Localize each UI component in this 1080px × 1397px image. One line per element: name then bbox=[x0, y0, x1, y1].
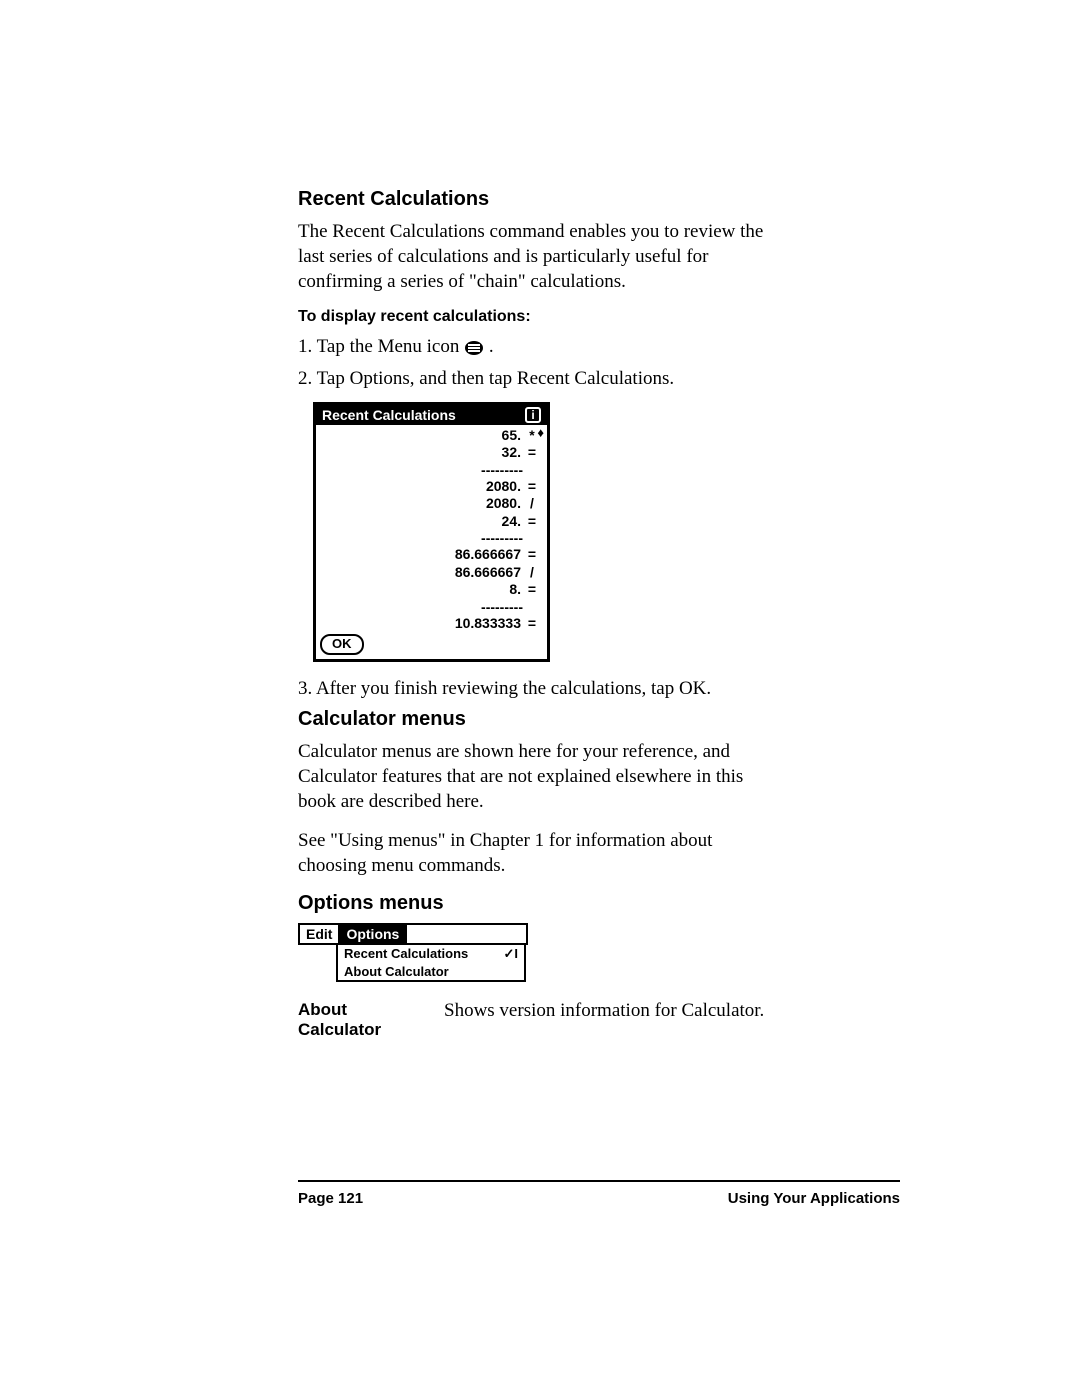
instruction-list: 3. After you finish reviewing the calcul… bbox=[298, 676, 784, 702]
definition-row: About Calculator Shows version informati… bbox=[298, 1000, 784, 1040]
page-footer: Page 121 Using Your Applications bbox=[298, 1180, 900, 1207]
chapter-title: Using Your Applications bbox=[728, 1190, 900, 1207]
calc-value: 86.666667 bbox=[411, 564, 521, 582]
definition-desc: Shows version information for Calculator… bbox=[444, 1000, 784, 1040]
calc-operator: = bbox=[521, 478, 543, 496]
calc-row: 2080./ bbox=[320, 495, 543, 513]
heading-recent-calculations: Recent Calculations bbox=[298, 188, 784, 211]
menu-options[interactable]: Options bbox=[338, 925, 407, 943]
menu-dropdown: Recent Calculations ✓I About Calculator bbox=[336, 943, 526, 982]
dialog-body: ♦ 65.*32.=---------2080.=2080./24.=-----… bbox=[316, 425, 547, 659]
calc-row: 32.= bbox=[320, 444, 543, 462]
list-item-text: . bbox=[489, 336, 494, 357]
subheading: To display recent calculations: bbox=[298, 308, 784, 326]
menu-icon bbox=[465, 341, 483, 355]
menu-item[interactable]: Recent Calculations ✓I bbox=[338, 945, 524, 963]
instruction-list: 1. Tap the Menu icon . 2. Tap Options, a… bbox=[298, 334, 784, 391]
ok-button[interactable]: OK bbox=[320, 634, 364, 655]
calc-operator: = bbox=[521, 444, 543, 462]
calc-row: 86.666667= bbox=[320, 546, 543, 564]
list-item: 3. After you finish reviewing the calcul… bbox=[298, 676, 784, 702]
calc-value: 32. bbox=[411, 444, 521, 462]
paragraph: Calculator menus are shown here for your… bbox=[298, 739, 784, 814]
calc-operator: = bbox=[521, 615, 543, 633]
divider-line: --------- bbox=[320, 530, 543, 546]
info-icon[interactable]: i bbox=[525, 407, 541, 423]
calc-value: 65. bbox=[411, 427, 521, 445]
calc-operator: / bbox=[521, 495, 543, 513]
list-item: 2. Tap Options, and then tap Recent Calc… bbox=[298, 366, 784, 392]
menu-item[interactable]: About Calculator bbox=[338, 963, 524, 980]
calc-operator: = bbox=[521, 581, 543, 599]
calc-operator: = bbox=[521, 513, 543, 531]
paragraph: The Recent Calculations command enables … bbox=[298, 219, 784, 294]
divider-line: --------- bbox=[320, 462, 543, 478]
calc-value: 86.666667 bbox=[411, 546, 521, 564]
menu-item-label: Recent Calculations bbox=[344, 946, 468, 962]
calc-operator: = bbox=[521, 546, 543, 564]
list-item-text: 1. Tap the Menu icon bbox=[298, 336, 464, 357]
page-content: Recent Calculations The Recent Calculati… bbox=[0, 0, 1080, 1040]
heading-calculator-menus: Calculator menus bbox=[298, 708, 784, 731]
calc-value: 24. bbox=[411, 513, 521, 531]
scroll-marker-icon[interactable]: ♦ bbox=[537, 425, 544, 440]
calc-row: 65.* bbox=[320, 427, 543, 445]
paragraph: See "Using menus" in Chapter 1 for infor… bbox=[298, 828, 784, 878]
menu-bar: Edit Options bbox=[298, 923, 528, 945]
list-item: 1. Tap the Menu icon . bbox=[298, 334, 784, 360]
calc-operator: / bbox=[521, 564, 543, 582]
menu-edit[interactable]: Edit bbox=[300, 925, 338, 943]
calc-row: 8.= bbox=[320, 581, 543, 599]
recent-calc-dialog: Recent Calculations i ♦ 65.*32.=--------… bbox=[313, 402, 550, 662]
dialog-titlebar: Recent Calculations i bbox=[316, 405, 547, 425]
menu-item-shortcut: ✓I bbox=[503, 946, 518, 962]
calc-value: 2080. bbox=[411, 478, 521, 496]
menu-item-label: About Calculator bbox=[344, 964, 449, 979]
calc-value: 10.833333 bbox=[411, 615, 521, 633]
options-menu-screenshot: Edit Options Recent Calculations ✓I About … bbox=[298, 923, 528, 982]
calc-row: 24.= bbox=[320, 513, 543, 531]
heading-options-menus: Options menus bbox=[298, 892, 784, 915]
calc-value: 8. bbox=[411, 581, 521, 599]
calc-row: 86.666667/ bbox=[320, 564, 543, 582]
page-number: Page 121 bbox=[298, 1190, 363, 1207]
divider-line: --------- bbox=[320, 599, 543, 615]
calc-row: 2080.= bbox=[320, 478, 543, 496]
dialog-title: Recent Calculations bbox=[322, 407, 456, 423]
menu-bar-spacer bbox=[407, 925, 526, 943]
definition-term: About Calculator bbox=[298, 1000, 408, 1040]
calc-row: 10.833333= bbox=[320, 615, 543, 633]
calc-value: 2080. bbox=[411, 495, 521, 513]
